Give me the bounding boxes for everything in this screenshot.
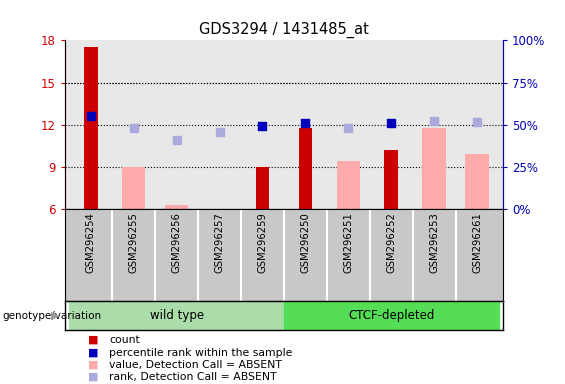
Bar xyxy=(69,301,284,330)
Text: GSM296259: GSM296259 xyxy=(258,212,267,273)
Point xyxy=(301,120,310,126)
Text: GSM296256: GSM296256 xyxy=(172,212,181,273)
Bar xyxy=(298,127,312,209)
Text: ■: ■ xyxy=(88,360,98,370)
Text: percentile rank within the sample: percentile rank within the sample xyxy=(109,348,293,358)
Point xyxy=(472,119,481,125)
Point xyxy=(129,124,138,131)
Bar xyxy=(122,167,145,209)
Point xyxy=(258,123,267,129)
Text: wild type: wild type xyxy=(150,310,203,322)
Text: GSM296252: GSM296252 xyxy=(386,212,396,273)
Text: CTCF-depleted: CTCF-depleted xyxy=(348,310,434,322)
Text: count: count xyxy=(109,335,140,345)
Bar xyxy=(255,167,270,209)
Text: genotype/variation: genotype/variation xyxy=(3,311,102,321)
Point xyxy=(386,120,396,126)
Bar xyxy=(165,205,188,209)
Point xyxy=(215,129,224,135)
Text: GSM296253: GSM296253 xyxy=(429,212,439,273)
Text: GSM296255: GSM296255 xyxy=(129,212,138,273)
Text: GSM296261: GSM296261 xyxy=(472,212,482,273)
Text: ■: ■ xyxy=(88,335,98,345)
Text: GSM296250: GSM296250 xyxy=(301,212,310,273)
Text: GSM296251: GSM296251 xyxy=(344,212,353,273)
Text: ▶: ▶ xyxy=(51,311,59,321)
Bar xyxy=(337,161,360,209)
Point xyxy=(429,118,438,124)
Text: value, Detection Call = ABSENT: value, Detection Call = ABSENT xyxy=(109,360,282,370)
Bar xyxy=(466,154,489,209)
Point xyxy=(344,124,353,131)
Text: GSM296254: GSM296254 xyxy=(86,212,95,273)
Text: GSM296257: GSM296257 xyxy=(215,212,224,273)
Text: ■: ■ xyxy=(88,372,98,382)
Bar xyxy=(84,47,98,209)
Bar xyxy=(284,301,498,330)
Bar xyxy=(384,150,398,209)
Title: GDS3294 / 1431485_at: GDS3294 / 1431485_at xyxy=(199,22,369,38)
Point xyxy=(86,113,95,119)
Text: ■: ■ xyxy=(88,348,98,358)
Text: rank, Detection Call = ABSENT: rank, Detection Call = ABSENT xyxy=(109,372,277,382)
Bar xyxy=(423,127,446,209)
Point xyxy=(172,137,181,143)
